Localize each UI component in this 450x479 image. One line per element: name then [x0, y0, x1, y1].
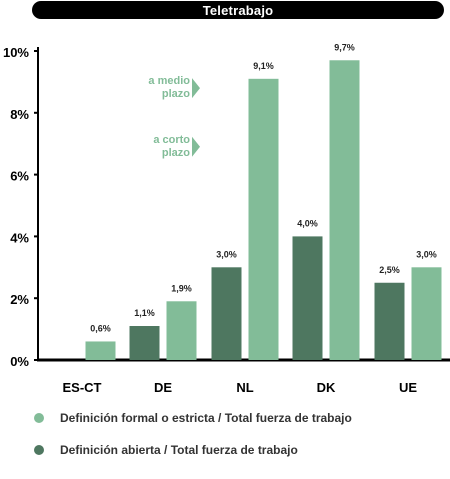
- bar-dk-open: [292, 236, 323, 360]
- data-label: 2,5%: [379, 265, 400, 275]
- annotation-label: plazo: [162, 88, 190, 100]
- bar-ue-open: [374, 282, 405, 360]
- legend-label-formal: Definición formal o estricta / Total fue…: [60, 411, 352, 425]
- y-tick-label: 4%: [10, 230, 29, 245]
- data-label: 0,6%: [90, 323, 111, 333]
- annotation-arrow: [192, 78, 200, 99]
- bar-de-formal: [166, 301, 197, 360]
- data-label: 3,0%: [216, 249, 237, 259]
- data-label: 1,1%: [134, 308, 155, 318]
- bar-nl-formal: [248, 78, 279, 360]
- bar-es-ct-formal: [85, 341, 116, 360]
- bar-nl-open: [211, 267, 242, 360]
- legend-swatch-open: [34, 445, 44, 455]
- data-label: 9,7%: [334, 42, 355, 52]
- x-tick-label: DK: [317, 380, 336, 395]
- bar-dk-formal: [329, 60, 360, 361]
- bar-chart: 0% 2% 4% 6% 8% 10% ES-CT 0,6% DE 1,1% 1,9% NL 3,0% 9,…: [3, 42, 450, 395]
- legend-item-open: Definición abierta / Total fuerza de tra…: [34, 443, 298, 457]
- annotation-label: a medio: [148, 75, 190, 87]
- annotation-arrow: [192, 136, 200, 157]
- legend-swatch-formal: [34, 413, 44, 423]
- data-label: 3,0%: [416, 249, 437, 259]
- annotation-label: a corto: [153, 134, 190, 146]
- chart-title: Teletrabajo: [32, 1, 444, 19]
- data-label: 9,1%: [253, 61, 274, 71]
- x-tick-label: ES-CT: [63, 380, 102, 395]
- bar-de-open: [129, 326, 160, 360]
- x-tick-label: UE: [399, 380, 417, 395]
- y-tick-label: 0%: [10, 354, 29, 369]
- y-tick-label: 8%: [10, 107, 29, 122]
- data-label: 1,9%: [171, 283, 192, 293]
- y-tick-label: 6%: [10, 169, 29, 184]
- annotation-label: plazo: [162, 147, 190, 159]
- x-tick-label: DE: [154, 380, 172, 395]
- legend-label-open: Definición abierta / Total fuerza de tra…: [60, 443, 298, 457]
- x-tick-label: NL: [236, 380, 253, 395]
- data-label: 4,0%: [297, 218, 318, 228]
- legend-item-formal: Definición formal o estricta / Total fue…: [34, 411, 352, 425]
- y-tick-label: 10%: [3, 45, 29, 60]
- bar-ue-formal: [411, 267, 442, 360]
- y-tick-label: 2%: [10, 292, 29, 307]
